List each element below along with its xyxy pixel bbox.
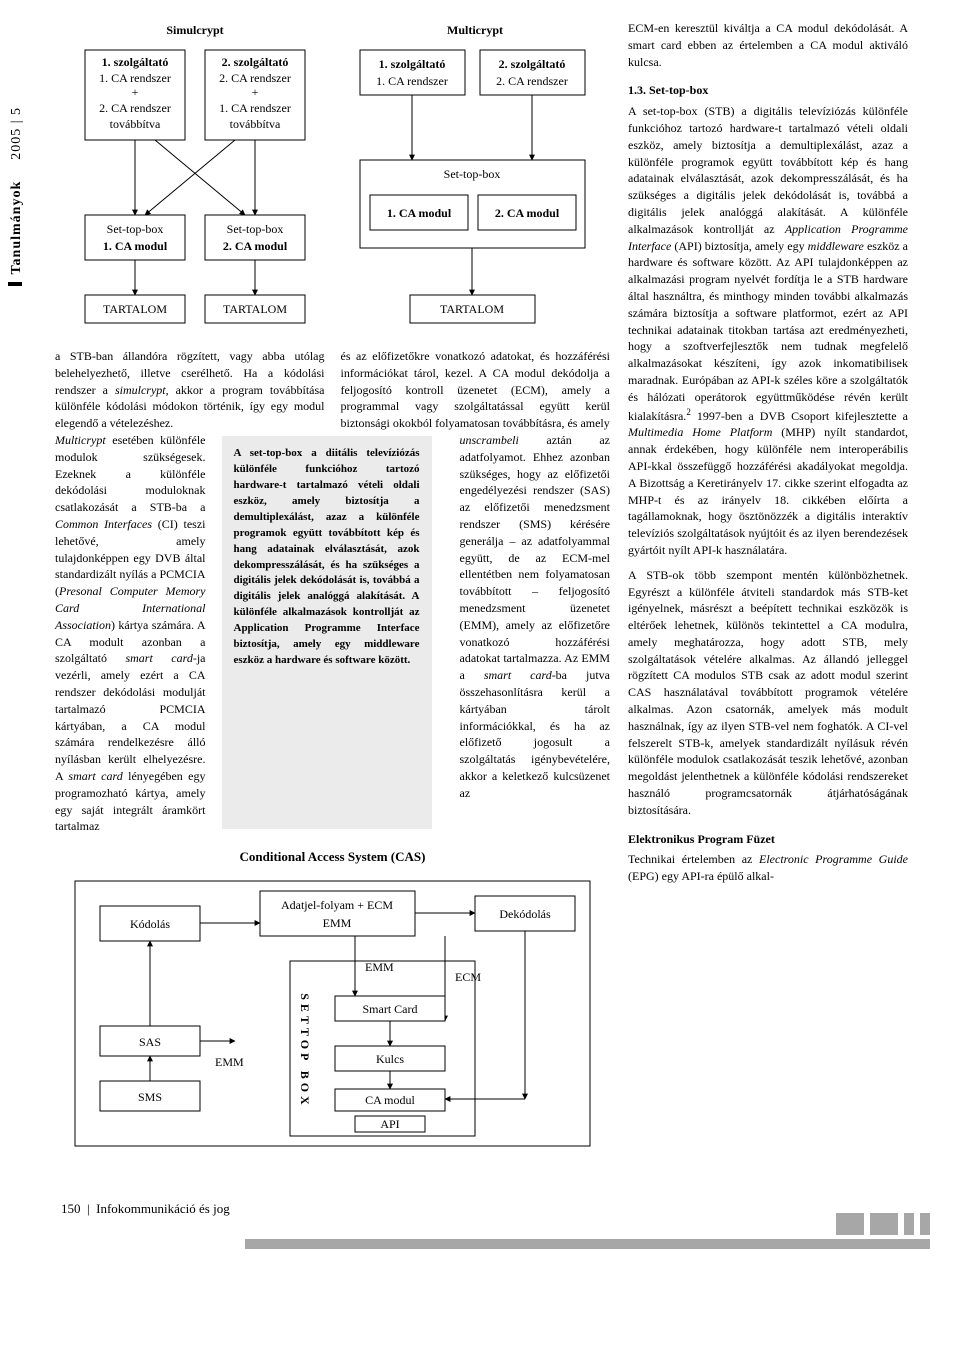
svg-text:TARTALOM: TARTALOM [223, 302, 287, 316]
svg-text:+: + [132, 85, 139, 99]
right-p0: ECM-en keresztül kiváltja a CA modul dek… [628, 20, 908, 70]
svg-text:Smart Card: Smart Card [363, 1002, 418, 1016]
side-year: 2005 | 5 [9, 107, 24, 160]
right-p1: A set-top-box (STB) a digitális televízi… [628, 103, 908, 559]
svg-text:CA modul: CA modul [365, 1093, 415, 1107]
svg-text:SMS: SMS [138, 1090, 162, 1104]
svg-text:Kulcs: Kulcs [376, 1052, 404, 1066]
cas-diagram: .cd text{font-family:Georgia,serif;font-… [55, 871, 610, 1161]
svg-text:Kódolás: Kódolás [130, 917, 170, 931]
svg-text:Adatjel-folyam + ECM: Adatjel-folyam + ECM [281, 898, 393, 912]
cas-title: Conditional Access System (CAS) [55, 849, 610, 865]
svg-text:2. CA rendszer: 2. CA rendszer [219, 71, 291, 85]
top-diagram: .dt text{font-family:Georgia,serif;font-… [55, 20, 610, 330]
footer-bars-icon [836, 1213, 930, 1235]
left-body-top: a STB-ban állandóra rögzített, vagy abba… [55, 348, 610, 432]
svg-text:EMM: EMM [323, 916, 352, 930]
side-label: Tanulmányok 2005 | 5 [8, 107, 25, 290]
svg-text:2. CA modul: 2. CA modul [495, 206, 560, 220]
right-column: ECM-en keresztül kiváltja a CA modul dek… [628, 20, 908, 1161]
svg-text:1. CA rendszer: 1. CA rendszer [219, 101, 291, 115]
right-p3: Technikai értelemben az Electronic Progr… [628, 851, 908, 885]
svg-text:Set-top-box: Set-top-box [227, 222, 284, 236]
svg-text:Dekódolás: Dekódolás [499, 907, 551, 921]
svg-text:API: API [380, 1117, 399, 1131]
right-p2: A STB-ok több szempont mentén különbözhe… [628, 567, 908, 819]
side-section: Tanulmányok [9, 181, 24, 275]
left-body-mid: Multicrypt esetében különféle modulok sz… [55, 432, 610, 835]
svg-text:továbbítva: továbbítva [110, 117, 161, 131]
inset-box: A set-top-box a diitális televíziózás kü… [222, 436, 432, 829]
journal-name: Infokommunikáció és jog [96, 1201, 230, 1216]
svg-text:SETTOP BOX: SETTOP BOX [298, 993, 312, 1108]
svg-text:2. CA rendszer: 2. CA rendszer [99, 101, 171, 115]
svg-text:2. CA modul: 2. CA modul [223, 239, 288, 253]
svg-text:2. CA rendszer: 2. CA rendszer [496, 74, 568, 88]
svg-text:1. CA modul: 1. CA modul [103, 239, 168, 253]
page: Tanulmányok 2005 | 5 .dt text{font-famil… [0, 0, 960, 1255]
svg-text:SAS: SAS [139, 1035, 161, 1049]
svg-text:1. CA modul: 1. CA modul [387, 206, 452, 220]
heading-epg: Elektronikus Program Füzet [628, 831, 908, 848]
svg-text:ECM: ECM [455, 970, 481, 984]
svg-text:1. CA rendszer: 1. CA rendszer [376, 74, 448, 88]
footer-underbar [245, 1239, 930, 1249]
left-column: .dt text{font-family:Georgia,serif;font-… [55, 20, 610, 1161]
page-number: 150 [61, 1201, 81, 1216]
svg-text:+: + [252, 85, 259, 99]
svg-text:1. CA rendszer: 1. CA rendszer [99, 71, 171, 85]
svg-text:TARTALOM: TARTALOM [103, 302, 167, 316]
svg-text:Set-top-box: Set-top-box [107, 222, 164, 236]
footer: 150 | Infokommunikáció és jog [55, 1201, 930, 1235]
svg-text:1. szolgáltató: 1. szolgáltató [102, 55, 169, 69]
svg-text:TARTALOM: TARTALOM [440, 302, 504, 316]
simulcrypt-title: Simulcrypt [166, 23, 223, 37]
svg-text:továbbítva: továbbítva [230, 117, 281, 131]
svg-text:1. szolgáltató: 1. szolgáltató [379, 57, 446, 71]
svg-text:2. szolgáltató: 2. szolgáltató [222, 55, 289, 69]
multicrypt-title: Multicrypt [447, 23, 503, 37]
heading-settopbox: 1.3. Set-top-box [628, 82, 908, 99]
side-bar [8, 282, 22, 286]
svg-text:Set-top-box: Set-top-box [444, 167, 501, 181]
svg-text:2. szolgáltató: 2. szolgáltató [499, 57, 566, 71]
svg-text:EMM: EMM [365, 960, 394, 974]
svg-text:EMM: EMM [215, 1055, 244, 1069]
